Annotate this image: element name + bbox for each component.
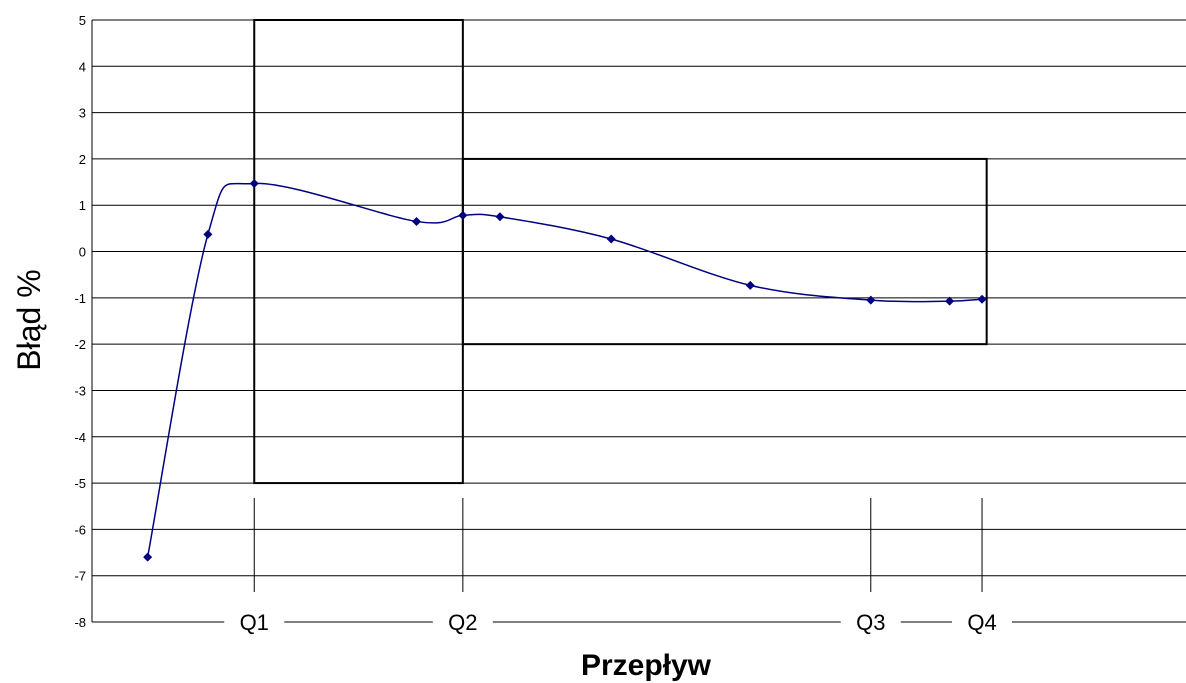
tolerance-boxes — [253, 19, 988, 485]
data-point — [495, 212, 505, 222]
data-point — [866, 295, 876, 305]
q-marker-label: Q4 — [967, 610, 996, 635]
series-group — [143, 178, 987, 562]
y-tick-label: 1 — [79, 198, 86, 213]
q-marker-label: Q2 — [448, 610, 477, 635]
series-line — [146, 182, 983, 558]
data-point — [203, 229, 213, 239]
y-tick-label: -4 — [74, 430, 86, 445]
q-marker-label: Q1 — [240, 610, 269, 635]
x-axis-title: Przepływ — [581, 649, 712, 682]
tolerance-box — [461, 157, 988, 346]
y-axis-title: Błąd % — [11, 269, 47, 370]
q-markers: Q1 Q2 Q3 Q4 — [240, 498, 997, 635]
data-point — [458, 210, 468, 220]
data-point — [945, 296, 955, 306]
y-tick-label: 5 — [79, 13, 86, 28]
data-point — [977, 294, 987, 304]
y-tick-label: -2 — [74, 337, 86, 352]
data-point — [143, 552, 153, 562]
data-point — [606, 234, 616, 244]
q-marker-label: Q3 — [856, 610, 885, 635]
y-tick-label: -1 — [74, 291, 86, 306]
data-point — [249, 178, 259, 188]
data-point — [745, 280, 755, 290]
y-tick-label: -6 — [74, 522, 86, 537]
y-axis-tick-labels: 5 4 3 2 1 0 -1 -2 -3 -4 -5 -6 -7 -8 — [74, 13, 86, 630]
y-tick-label: -7 — [74, 569, 86, 584]
y-tick-label: -3 — [74, 383, 86, 398]
data-point — [411, 216, 421, 226]
y-tick-label: 3 — [79, 106, 86, 121]
y-tick-label: 0 — [79, 245, 86, 260]
y-tick-label: -8 — [74, 615, 86, 630]
y-tick-label: 2 — [79, 152, 86, 167]
y-tick-label: -5 — [74, 476, 86, 491]
horizontal-gridlines — [91, 19, 1186, 623]
y-tick-label: 4 — [79, 59, 86, 74]
